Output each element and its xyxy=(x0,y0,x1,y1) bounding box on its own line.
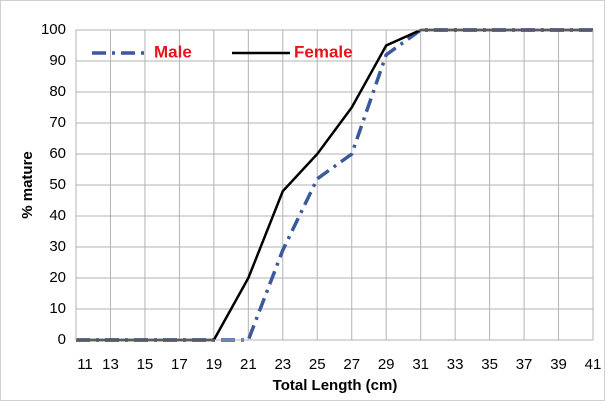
x-axis-title: Total Length (cm) xyxy=(273,377,398,394)
x-tick-label: 33 xyxy=(447,356,464,373)
x-tick-label: 11 xyxy=(77,356,93,373)
x-tick-label: 39 xyxy=(550,356,567,373)
y-tick-label: 100 xyxy=(41,21,66,38)
x-tick-label: 29 xyxy=(378,356,395,373)
x-tick-label: 25 xyxy=(309,356,326,373)
y-axis-title: % mature xyxy=(19,151,36,219)
x-tick-label: 13 xyxy=(102,356,119,373)
series-line xyxy=(76,28,593,342)
x-tick-label: 15 xyxy=(137,356,154,373)
y-tick-label: 50 xyxy=(49,176,66,193)
y-tick-label: 20 xyxy=(49,269,66,286)
y-tick-label: 90 xyxy=(49,52,66,69)
y-tick-label: 70 xyxy=(49,114,66,131)
legend-label: Female xyxy=(294,42,353,61)
x-tick-label: 27 xyxy=(343,356,360,373)
x-tick-label: 31 xyxy=(412,356,429,373)
y-tick-label: 40 xyxy=(49,207,66,224)
x-tick-label: 37 xyxy=(516,356,533,373)
legend-label: Male xyxy=(154,42,192,61)
x-tick-label: 41 xyxy=(585,356,602,373)
x-tick-label: 23 xyxy=(274,356,291,373)
y-tick-label: 30 xyxy=(49,238,66,255)
x-tick-label: 19 xyxy=(206,356,223,373)
x-tick-label: 35 xyxy=(481,356,498,373)
y-tick-label: 60 xyxy=(49,145,66,162)
y-tick-label: 0 xyxy=(58,331,66,348)
x-tick-label: 21 xyxy=(240,356,257,373)
y-tick-label: 80 xyxy=(49,83,66,100)
y-tick-label: 10 xyxy=(49,300,66,317)
plot-border xyxy=(75,29,594,341)
x-tick-label: 17 xyxy=(171,356,188,373)
